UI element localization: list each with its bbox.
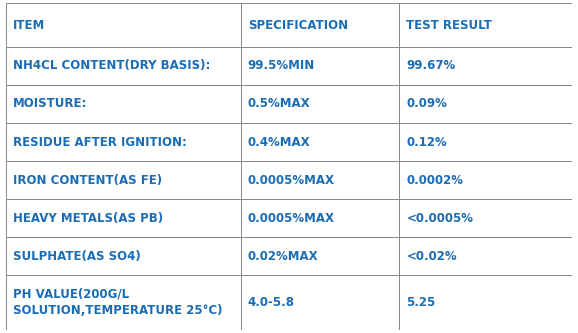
Text: 0.0002%: 0.0002% (406, 173, 463, 186)
Text: 0.02%MAX: 0.02%MAX (247, 250, 318, 263)
Bar (399, 161, 572, 199)
Text: TEST RESULT: TEST RESULT (406, 19, 492, 32)
Text: RESIDUE AFTER IGNITION:: RESIDUE AFTER IGNITION: (13, 136, 187, 149)
Text: ITEM: ITEM (13, 19, 45, 32)
Bar (399, 3, 572, 47)
Bar (241, 199, 399, 237)
Bar (241, 237, 399, 275)
Bar (6, 123, 241, 161)
Text: IRON CONTENT(AS FE): IRON CONTENT(AS FE) (13, 173, 162, 186)
Text: <0.0005%: <0.0005% (406, 212, 473, 225)
Bar (6, 161, 241, 199)
Text: 5.25: 5.25 (406, 296, 435, 309)
Bar (6, 275, 241, 330)
Bar (399, 275, 572, 330)
Bar (241, 161, 399, 199)
Bar (399, 237, 572, 275)
Text: 0.12%: 0.12% (406, 136, 447, 149)
Text: 0.5%MAX: 0.5%MAX (247, 98, 310, 111)
Bar (6, 237, 241, 275)
Bar (6, 47, 241, 85)
Bar (6, 3, 241, 47)
Bar (241, 85, 399, 123)
Bar (399, 47, 572, 85)
Text: SULPHATE(AS SO4): SULPHATE(AS SO4) (13, 250, 140, 263)
Bar (399, 199, 572, 237)
Bar (399, 85, 572, 123)
Text: SPECIFICATION: SPECIFICATION (247, 19, 348, 32)
Text: <0.02%: <0.02% (406, 250, 457, 263)
Bar (6, 199, 241, 237)
Text: 4.0-5.8: 4.0-5.8 (247, 296, 295, 309)
Text: 99.67%: 99.67% (406, 59, 455, 72)
Bar (6, 85, 241, 123)
Text: 0.0005%MAX: 0.0005%MAX (247, 212, 335, 225)
Text: PH VALUE(200G/L
SOLUTION,TEMPERATURE 25°C): PH VALUE(200G/L SOLUTION,TEMPERATURE 25°… (13, 288, 222, 317)
Bar (399, 123, 572, 161)
Bar (241, 3, 399, 47)
Text: MOISTURE:: MOISTURE: (13, 98, 87, 111)
Bar (241, 123, 399, 161)
Text: 0.4%MAX: 0.4%MAX (247, 136, 310, 149)
Text: 0.09%: 0.09% (406, 98, 447, 111)
Bar (241, 275, 399, 330)
Text: HEAVY METALS(AS PB): HEAVY METALS(AS PB) (13, 212, 162, 225)
Bar (241, 47, 399, 85)
Text: 0.0005%MAX: 0.0005%MAX (247, 173, 335, 186)
Text: NH4CL CONTENT(DRY BASIS):: NH4CL CONTENT(DRY BASIS): (13, 59, 210, 72)
Text: 99.5%MIN: 99.5%MIN (247, 59, 315, 72)
